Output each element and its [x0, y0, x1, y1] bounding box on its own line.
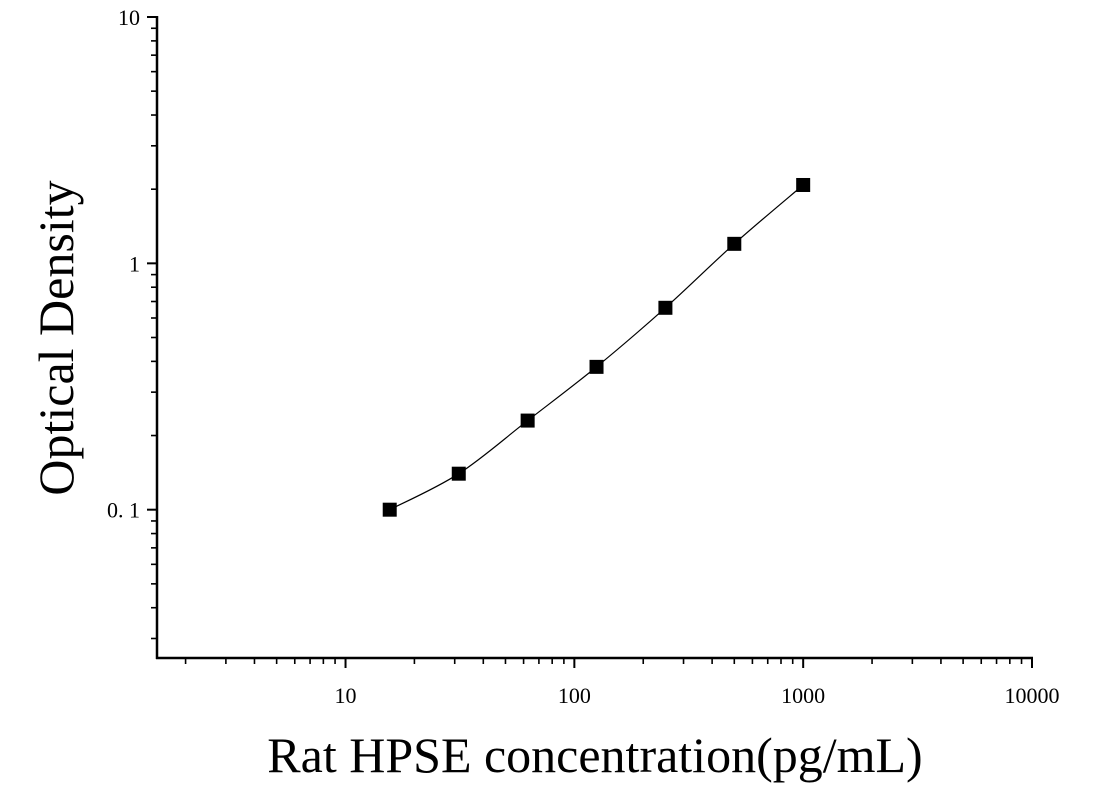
fit-curve	[389, 184, 804, 511]
axes	[147, 16, 1033, 668]
data-point	[589, 359, 604, 374]
x-tick-label: 100	[558, 683, 591, 708]
data-point	[658, 300, 673, 315]
data-point	[382, 502, 397, 517]
x-tick-label: 10000	[1005, 683, 1060, 708]
y-tick-label: 1	[129, 251, 140, 276]
data-point	[451, 466, 466, 481]
data-point	[796, 177, 811, 192]
y-tick-label: 0. 1	[107, 498, 140, 523]
x-tick-label: 1000	[781, 683, 825, 708]
x-axis-title: Rat HPSE concentration(pg/mL)	[267, 727, 922, 783]
y-axis-ticks	[147, 16, 157, 640]
x-axis-ticks	[184, 658, 1033, 668]
y-tick-label: 10	[118, 5, 140, 30]
x-tick-label: 10	[335, 683, 357, 708]
data-points	[382, 177, 811, 517]
y-axis-title: Optical Density	[28, 180, 84, 495]
x-axis-tick-labels: 10 100 1000 10000	[335, 683, 1060, 708]
data-point	[520, 413, 535, 428]
data-point	[727, 236, 742, 251]
y-axis-tick-labels: 0. 1 1 10	[107, 5, 140, 523]
